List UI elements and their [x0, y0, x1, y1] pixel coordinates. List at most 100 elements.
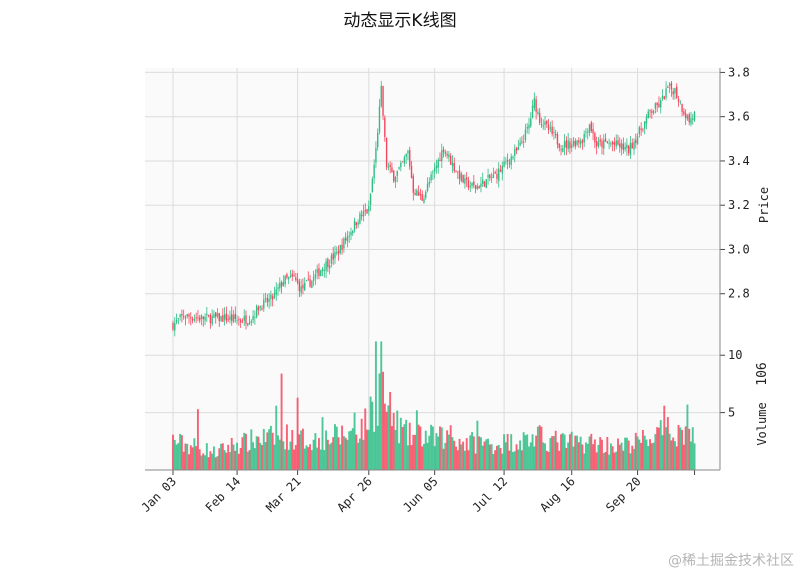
candle-body	[423, 198, 425, 203]
candle-body	[425, 191, 427, 198]
candle-body	[409, 150, 411, 167]
volume-bar	[202, 453, 205, 470]
candle-body	[403, 157, 406, 164]
volume-bar	[414, 434, 417, 470]
candle-body	[448, 154, 450, 158]
volume-bar	[556, 442, 559, 470]
volume-bar	[549, 438, 552, 470]
volume-bar	[387, 405, 390, 470]
candle-body	[563, 141, 566, 148]
candle-body	[574, 140, 576, 147]
candle-body	[339, 245, 342, 253]
volume-bar	[567, 442, 570, 470]
candle-body	[184, 317, 187, 319]
volume-bar	[417, 424, 420, 470]
volume-bar	[285, 424, 288, 470]
volume-bar	[344, 437, 347, 470]
candle-body	[360, 214, 363, 217]
candle-body	[186, 314, 188, 317]
volume-bar	[601, 439, 603, 470]
candle-body	[199, 317, 201, 321]
candle-body	[469, 186, 471, 188]
volume-bar	[357, 442, 360, 470]
candle-body	[619, 143, 621, 148]
volume-bar	[250, 429, 253, 470]
candle-body	[250, 321, 253, 323]
volume-bar	[277, 435, 279, 470]
candle-body	[651, 111, 653, 113]
volume-bar	[446, 430, 449, 470]
candle-body	[547, 124, 550, 131]
volume-bar	[348, 431, 351, 470]
candle-body	[679, 102, 681, 103]
candle-body	[505, 161, 507, 163]
candle-body	[200, 315, 203, 319]
volume-bar	[435, 433, 438, 470]
volume-bar	[207, 457, 210, 470]
candle-body	[624, 146, 626, 150]
candle-body	[611, 142, 614, 145]
volume-bar	[568, 434, 571, 470]
volume-bar	[599, 437, 602, 470]
candle-body	[241, 321, 244, 323]
candle-body	[364, 210, 366, 212]
volume-bar	[526, 434, 529, 470]
volume-bar	[474, 453, 477, 470]
candle-body	[232, 315, 235, 323]
volume-bar	[337, 437, 340, 470]
volume-bar	[483, 441, 486, 470]
candle-body	[300, 286, 302, 293]
volume-bar	[323, 450, 326, 470]
candle-body	[191, 318, 194, 321]
volume-bar	[325, 430, 328, 470]
volume-bar	[421, 446, 424, 470]
volume-bar	[577, 442, 580, 470]
volume-bar	[189, 445, 192, 470]
candle-body	[613, 142, 616, 145]
volume-bar	[353, 412, 356, 470]
candle-body	[683, 111, 685, 115]
volume-bar	[248, 450, 251, 470]
volume-bar	[684, 426, 687, 470]
candle-body	[362, 211, 365, 217]
volume-bar	[609, 443, 612, 470]
volume-bar	[462, 441, 465, 470]
candle-body	[449, 156, 452, 165]
volume-bar	[479, 437, 482, 470]
candle-body	[375, 147, 377, 163]
candle-body	[588, 124, 591, 133]
volume-bar	[346, 439, 349, 470]
candle-body	[261, 308, 263, 310]
volume-bar	[275, 405, 278, 470]
candle-body	[515, 147, 518, 151]
candle-body	[204, 316, 206, 321]
volume-bar	[246, 451, 249, 470]
candle-body	[236, 320, 238, 322]
volume-bar	[636, 436, 639, 470]
candle-body	[353, 220, 356, 231]
volume-bar	[476, 420, 479, 470]
volume-bar	[362, 439, 365, 470]
candle-body	[410, 165, 413, 178]
volume-bar	[398, 443, 401, 470]
candle-body	[359, 213, 361, 224]
candle-body	[289, 275, 292, 277]
volume-bar	[528, 446, 530, 470]
candle-body	[346, 236, 349, 242]
candle-body	[603, 140, 605, 149]
candle-body	[396, 170, 398, 176]
candle-body	[273, 292, 276, 298]
volume-bar	[469, 435, 472, 470]
volume-bar	[520, 450, 523, 470]
candle-body	[681, 103, 683, 112]
volume-bar	[455, 446, 457, 470]
candle-body	[325, 261, 327, 271]
candle-body	[490, 177, 493, 179]
volume-bar	[451, 437, 454, 470]
candle-body	[668, 83, 671, 86]
candle-body	[455, 171, 457, 173]
candle-body	[601, 141, 603, 148]
candle-body	[676, 86, 678, 98]
candle-body	[473, 181, 475, 186]
candle-body	[498, 168, 500, 181]
